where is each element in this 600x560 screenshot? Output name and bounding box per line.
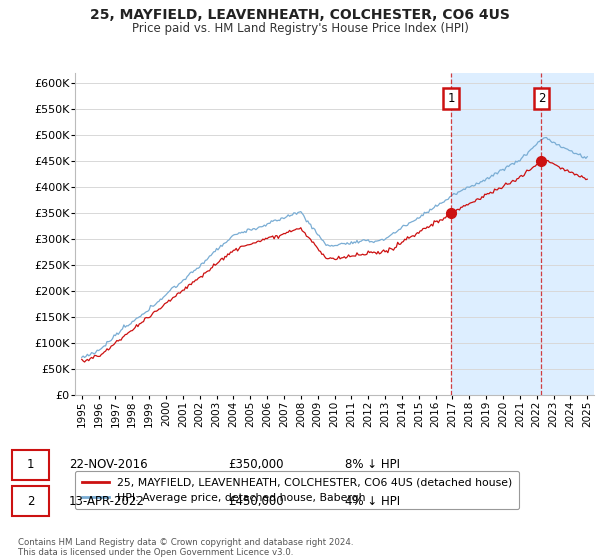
Text: 4% ↓ HPI: 4% ↓ HPI <box>345 494 400 508</box>
Text: 22-NOV-2016: 22-NOV-2016 <box>69 458 148 472</box>
Text: £350,000: £350,000 <box>228 458 284 472</box>
Text: 2: 2 <box>538 92 545 105</box>
Text: 2: 2 <box>27 494 34 508</box>
Text: £450,000: £450,000 <box>228 494 284 508</box>
Text: 1: 1 <box>27 458 34 472</box>
Legend: 25, MAYFIELD, LEAVENHEATH, COLCHESTER, CO6 4US (detached house), HPI: Average pr: 25, MAYFIELD, LEAVENHEATH, COLCHESTER, C… <box>75 471 519 510</box>
Bar <box>451 73 594 395</box>
Text: 13-APR-2022: 13-APR-2022 <box>69 494 145 508</box>
Text: Price paid vs. HM Land Registry's House Price Index (HPI): Price paid vs. HM Land Registry's House … <box>131 22 469 35</box>
Text: 25, MAYFIELD, LEAVENHEATH, COLCHESTER, CO6 4US: 25, MAYFIELD, LEAVENHEATH, COLCHESTER, C… <box>90 8 510 22</box>
Text: Contains HM Land Registry data © Crown copyright and database right 2024.
This d: Contains HM Land Registry data © Crown c… <box>18 538 353 557</box>
Text: 8% ↓ HPI: 8% ↓ HPI <box>345 458 400 472</box>
Text: 1: 1 <box>448 92 455 105</box>
